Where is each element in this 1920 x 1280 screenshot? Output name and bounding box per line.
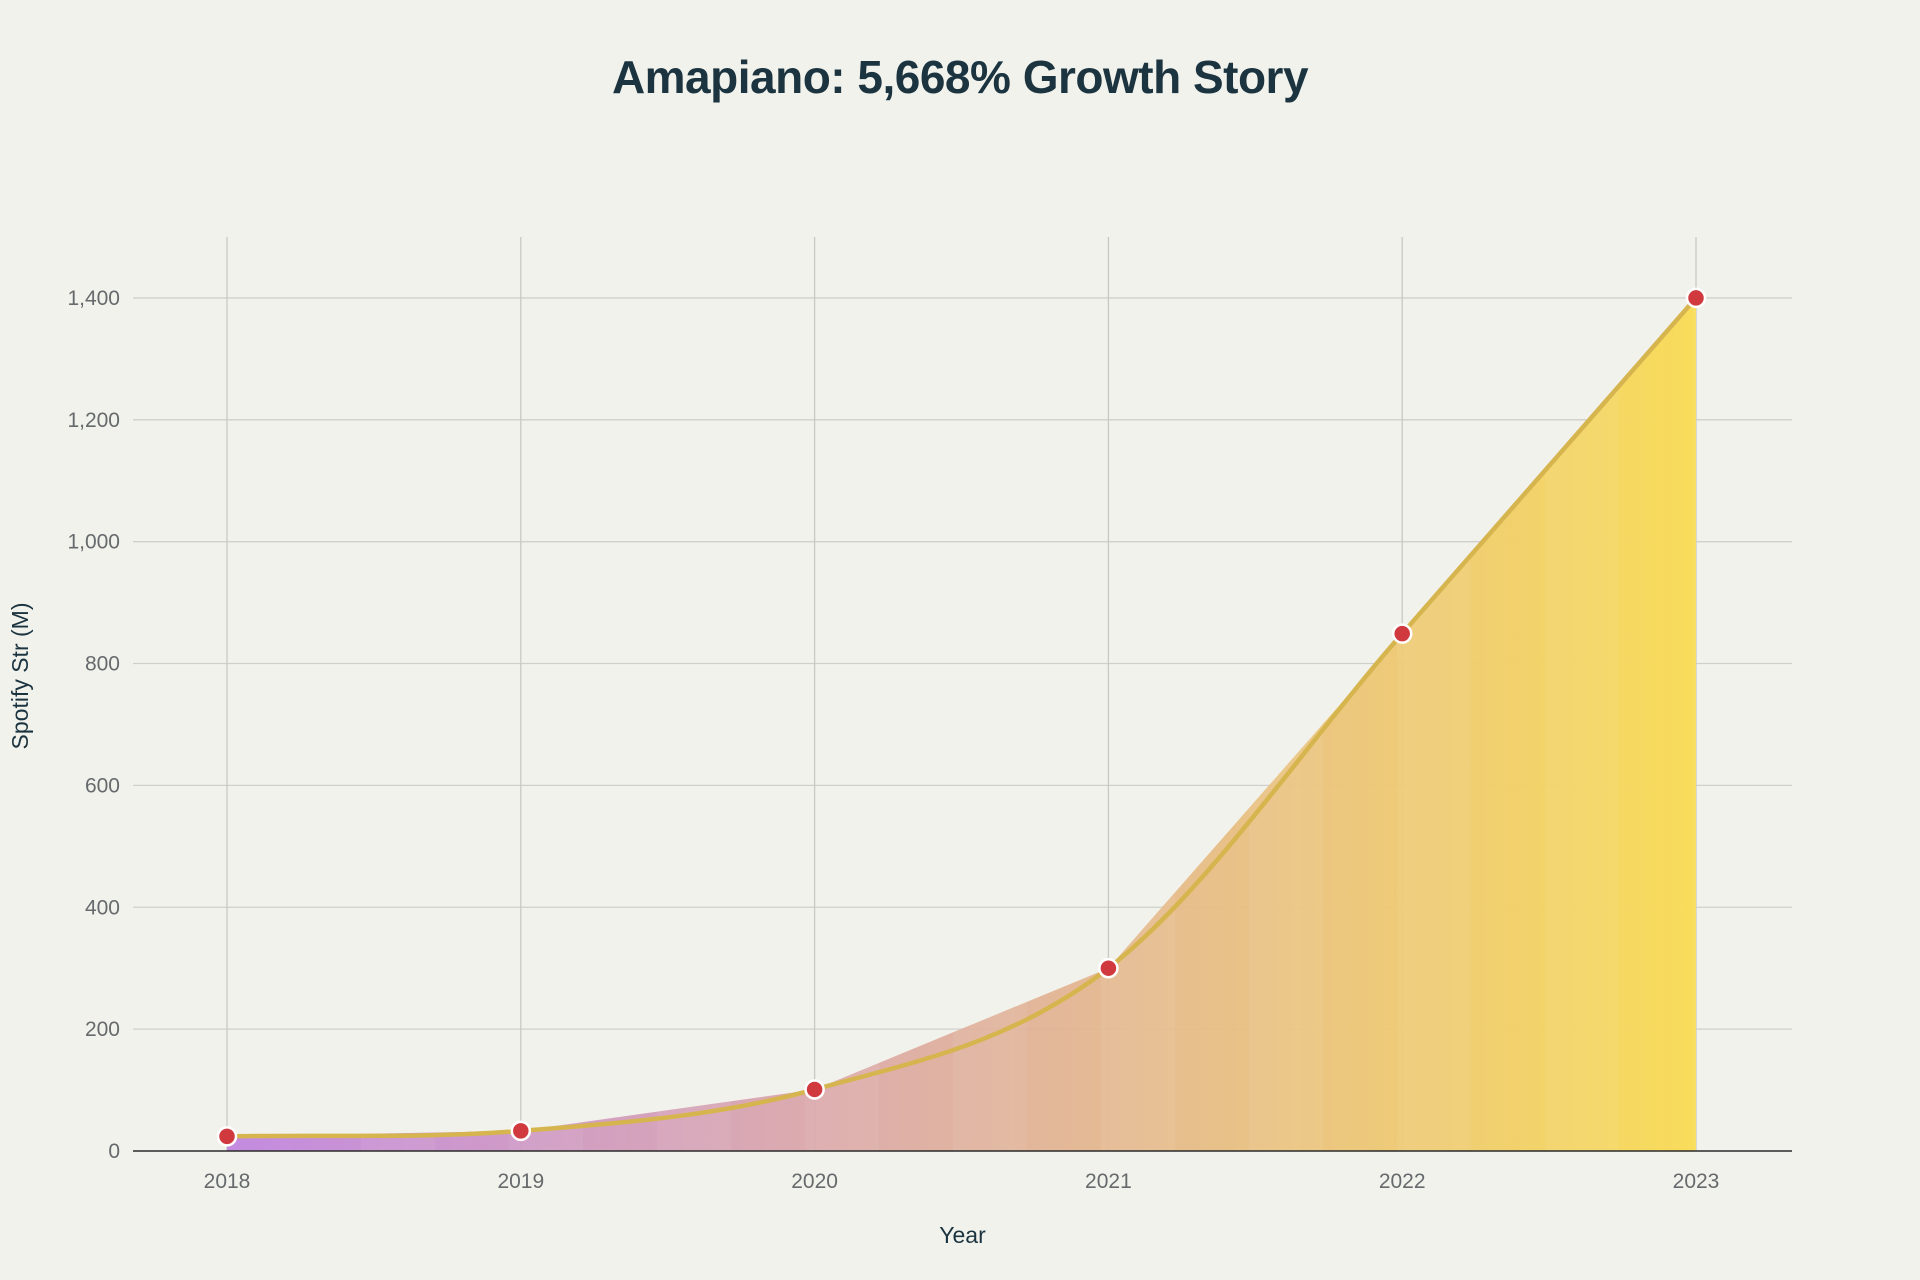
series-line [226,296,1698,1139]
y-tick-label: 600 [85,774,120,797]
tick-labels: 0 200 400 600 800 1,000 1,200 1,400 2018 2019 2020… [67,287,1719,1193]
data-point-marker [216,1126,238,1147]
area-band [361,297,435,1151]
y-tick-label: 800 [85,653,120,676]
area-fill-layer [227,297,1696,1151]
area-fill [227,297,1696,1151]
x-tick-label: 2022 [1379,1170,1426,1193]
y-tick-label: 0 [108,1140,120,1163]
data-point-marker [510,1120,532,1142]
x-tick-label: 2021 [1085,1170,1132,1193]
area-band [1249,297,1323,1151]
x-axis-title: Year [939,1222,986,1248]
x-tick-label: 2019 [497,1170,544,1193]
y-axis-title: Spotify Str (M) [7,603,33,750]
area-band [509,297,583,1151]
trend-line-layer [226,296,1698,1139]
area-band [805,297,879,1151]
data-point-marker [1098,957,1119,979]
area-band [1693,297,1696,1151]
data-point-marker [1391,623,1413,644]
y-tick-label: 400 [85,896,120,919]
x-tick-label: 2023 [1673,1170,1720,1193]
chart-title: Amapiano: 5,668% Growth Story [611,51,1309,103]
y-tick-label: 200 [85,1018,120,1041]
x-tick-label: 2018 [204,1170,251,1193]
area-band [657,297,731,1151]
x-tick-label: 2020 [791,1170,838,1193]
area-band [1397,297,1471,1151]
area-band [953,297,1027,1151]
y-tick-label: 1,200 [67,409,120,432]
area-band [1101,297,1175,1151]
y-tick-label: 1,400 [67,287,120,310]
data-markers [216,287,1707,1147]
area-band [1545,297,1619,1151]
y-tick-label: 1,000 [67,531,120,554]
data-point-marker [1685,287,1707,309]
data-point-marker [804,1079,825,1100]
